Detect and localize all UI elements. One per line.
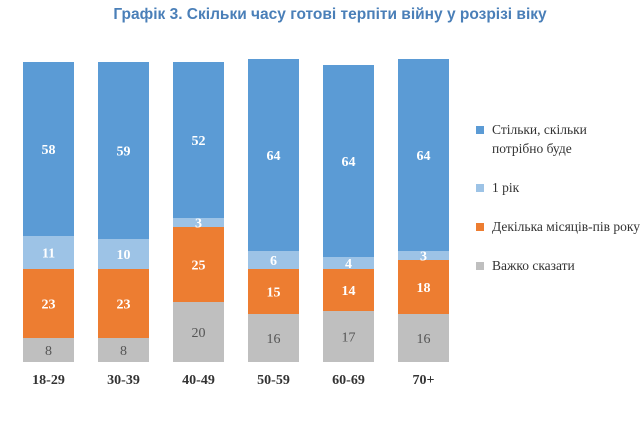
- bar-segment: [323, 269, 374, 311]
- bar-segment: [323, 257, 374, 269]
- data-label: 59: [117, 145, 131, 160]
- legend-label: Стільки, скільки потрібно буде: [492, 122, 587, 156]
- legend-item: 1 рік: [476, 178, 640, 197]
- data-label: 23: [42, 298, 56, 313]
- bar-segment: [248, 269, 299, 314]
- data-label: 17: [342, 331, 356, 346]
- data-label: 16: [267, 332, 281, 347]
- data-label: 16: [417, 332, 431, 347]
- legend-swatch: [476, 126, 484, 134]
- bar-segment: [98, 62, 149, 239]
- data-label: 3: [195, 217, 202, 232]
- legend-swatch: [476, 262, 484, 270]
- x-tick-label: 40-49: [182, 373, 215, 388]
- bar-segment: [323, 65, 374, 257]
- data-label: 64: [342, 155, 356, 170]
- data-label: 18: [417, 281, 431, 296]
- data-label: 25: [192, 259, 206, 274]
- bar-segment: [398, 251, 449, 260]
- chart-legend: Стільки, скільки потрібно буде 1 рік Декіл…: [476, 120, 640, 295]
- bar-segment: [248, 59, 299, 251]
- data-label: 52: [192, 134, 206, 149]
- legend-label: Декілька місяців-пів року: [492, 219, 640, 234]
- legend-item: Важко сказати: [476, 256, 640, 275]
- bar-segment: [23, 62, 74, 236]
- bar-segment: [248, 251, 299, 269]
- bar-segment: [173, 62, 224, 218]
- legend-swatch: [476, 223, 484, 231]
- chart-title: Графік 3. Скільки часу готові терпіти ві…: [113, 6, 547, 23]
- legend-label: Важко сказати: [492, 258, 575, 273]
- bar-segment: [98, 338, 149, 362]
- bar-segment: [98, 269, 149, 338]
- bar-segment: [248, 314, 299, 362]
- data-label: 58: [42, 143, 56, 158]
- data-label: 11: [42, 247, 55, 262]
- legend-swatch: [476, 184, 484, 192]
- data-label: 8: [45, 344, 52, 359]
- data-label: 4: [345, 257, 352, 272]
- bar-segment: [398, 314, 449, 362]
- data-label: 23: [117, 298, 131, 313]
- bar-segment: [323, 311, 374, 362]
- data-label: 6: [270, 254, 277, 269]
- bar-segment: [398, 59, 449, 251]
- bar-segment: [98, 239, 149, 269]
- data-label: 20: [192, 326, 206, 341]
- bar-segment: [173, 218, 224, 227]
- legend-item: Стільки, скільки потрібно буде: [476, 120, 640, 158]
- data-label: 10: [117, 248, 131, 263]
- bar-segment: [398, 260, 449, 314]
- x-tick-label: 50-59: [257, 373, 290, 388]
- x-tick-label: 18-29: [32, 373, 65, 388]
- bar-segment: [23, 236, 74, 269]
- legend-item: Декілька місяців-пів року: [476, 217, 640, 236]
- x-tick-label: 70+: [413, 373, 435, 388]
- x-tick-label: 30-39: [107, 373, 140, 388]
- bar-segment: [173, 227, 224, 302]
- bar-segment: [23, 269, 74, 338]
- legend-label: 1 рік: [492, 180, 520, 195]
- data-label: 15: [267, 286, 281, 301]
- data-label: 64: [417, 149, 431, 164]
- data-label: 8: [120, 344, 127, 359]
- data-label: 3: [420, 250, 427, 265]
- data-label: 14: [342, 284, 356, 299]
- x-tick-label: 60-69: [332, 373, 365, 388]
- data-label: 64: [267, 149, 281, 164]
- bar-segment: [173, 302, 224, 362]
- bar-segment: [23, 338, 74, 362]
